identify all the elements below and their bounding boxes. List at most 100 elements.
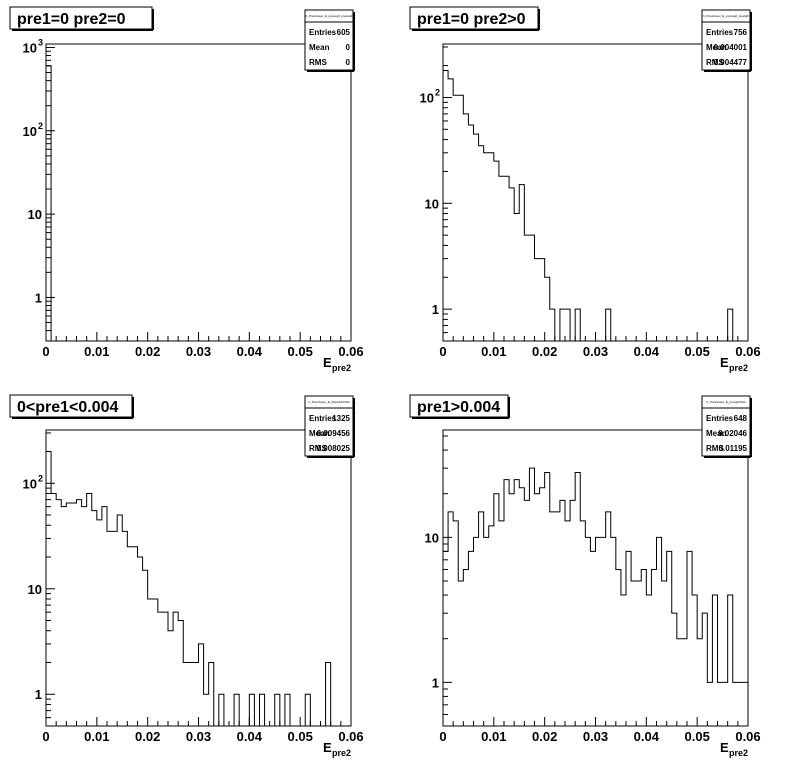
x-axis-title: E: [323, 740, 332, 755]
histogram-line: [442, 69, 748, 342]
x-tick-label: 0.06: [338, 344, 363, 359]
stats-value: 648: [734, 414, 748, 423]
x-tick-label: 0.01: [84, 344, 109, 359]
stats-value: 0.004477: [714, 58, 748, 67]
panel-title: pre1>0.004: [417, 399, 500, 416]
y-tick-label: 10: [425, 196, 439, 211]
stats-value: 0.008025: [317, 444, 351, 453]
stats-value: 0.01195: [719, 444, 748, 453]
stats-value: 1325: [332, 414, 350, 423]
x-axis-title: E: [720, 740, 729, 755]
stats-title: h_Preshower_E_pre1eq0_pre2gt0: [703, 14, 749, 18]
y-tick-label: 10: [28, 207, 42, 222]
x-tick-label: 0: [439, 729, 446, 744]
y-tick-label: 1: [432, 302, 439, 317]
x-tick-label: 0.03: [583, 729, 608, 744]
panel-title: pre1=0 pre2=0: [17, 11, 126, 28]
x-tick-label: 0.02: [135, 729, 160, 744]
x-axis-title-subscript: pre2: [729, 363, 748, 373]
x-axis: 0 0.01 0.02 0.03 0.04 0.05 0.06: [42, 332, 364, 359]
x-tick-label: 0.05: [288, 729, 313, 744]
stats-value: 756: [734, 28, 748, 37]
x-tick-label: 0.02: [532, 344, 557, 359]
plot-frame: [442, 429, 749, 727]
x-tick-label: 0.03: [186, 344, 211, 359]
stats-value: 0.02046: [718, 429, 747, 438]
stats-title: h_Preshower_E_pre1eq0_pre2eq0: [306, 14, 353, 18]
x-axis: 0 0.01 0.02 0.03 0.04 0.05 0.06: [439, 717, 761, 744]
x-tick-label: 0.03: [186, 729, 211, 744]
x-tick-label: 0.02: [135, 344, 160, 359]
y-tick-label: 1: [35, 290, 42, 305]
x-tick-label: 0.02: [532, 729, 557, 744]
stats-title: h_Preshower_E_0ltpre1lt0.004: [308, 400, 350, 404]
x-axis-title: E: [720, 355, 729, 370]
x-tick-label: 0.01: [481, 344, 506, 359]
y-tick-label: 1: [35, 687, 42, 702]
y-tick-label: 10: [23, 476, 37, 491]
stats-label: Entries: [309, 414, 337, 423]
panel-title: 0<pre1<0.004: [17, 399, 119, 416]
stats-label: Mean: [706, 429, 727, 438]
x-tick-label: 0: [42, 729, 49, 744]
stats-label: RMS: [309, 58, 327, 67]
x-axis-title: E: [323, 355, 332, 370]
stats-label: Entries: [706, 28, 734, 37]
x-tick-label: 0.01: [481, 729, 506, 744]
x-axis-title-subscript: pre2: [332, 748, 351, 758]
histogram-line: [442, 467, 749, 726]
stats-title: h_Preshower_E_pre1gt0.004: [706, 400, 745, 404]
plot-frame: [442, 43, 749, 342]
x-tick-label: 0.04: [237, 344, 263, 359]
y-tick-label: 10: [23, 40, 37, 55]
stats-value: 605: [337, 28, 351, 37]
stats-value: 0: [346, 58, 351, 67]
y-tick-exponent: 2: [38, 121, 43, 131]
y-tick-label: 10: [23, 124, 37, 139]
x-tick-label: 0: [439, 344, 446, 359]
x-axis-title-subscript: pre2: [729, 748, 748, 758]
x-tick-label: 0.05: [685, 729, 710, 744]
stats-label: Mean: [309, 43, 330, 52]
x-axis: 0 0.01 0.02 0.03 0.04 0.05 0.06: [439, 332, 761, 359]
x-axis: 0 0.01 0.02 0.03 0.04 0.05 0.06: [42, 717, 364, 744]
y-tick-label: 10: [425, 530, 439, 545]
stats-label: Mean: [309, 429, 330, 438]
y-tick-exponent: 2: [435, 87, 440, 97]
x-tick-label: 0.04: [237, 729, 263, 744]
stats-label: RMS: [706, 58, 724, 67]
x-tick-label: 0.05: [685, 344, 710, 359]
x-tick-label: 0: [42, 344, 49, 359]
x-tick-label: 0.05: [288, 344, 313, 359]
stats-value: 0.004001: [714, 43, 748, 52]
histogram-line: [45, 451, 351, 727]
stats-label: Entries: [309, 28, 337, 37]
y-tick-exponent: 3: [38, 37, 43, 47]
stats-value: 0: [346, 43, 351, 52]
stats-box: h_Preshower_E_pre1eq0_pre2gt0 Entries 756 M…: [701, 9, 752, 72]
stats-box: h_Preshower_E_0ltpre1lt0.004 Entries1325M…: [304, 395, 355, 458]
stats-value: 0.009456: [317, 429, 351, 438]
stats-box: h_Preshower_E_pre1eq0_pre2eq0 Entries 605 M…: [304, 9, 355, 72]
x-tick-label: 0.03: [583, 344, 608, 359]
stats-label: Entries: [706, 414, 734, 423]
x-tick-label: 0.01: [84, 729, 109, 744]
x-tick-label: 0.06: [735, 729, 760, 744]
panel-title: pre1=0 pre2>0: [417, 11, 526, 28]
x-tick-label: 0.06: [735, 344, 760, 359]
x-tick-label: 0.04: [634, 729, 660, 744]
stats-label: RMS: [706, 444, 724, 453]
y-tick-label: 1: [432, 675, 439, 690]
plot-frame: [45, 429, 352, 727]
y-tick-exponent: 2: [38, 473, 43, 483]
y-tick-label: 10: [420, 90, 434, 105]
stats-label: RMS: [309, 444, 327, 453]
plot-frame: [45, 43, 352, 342]
